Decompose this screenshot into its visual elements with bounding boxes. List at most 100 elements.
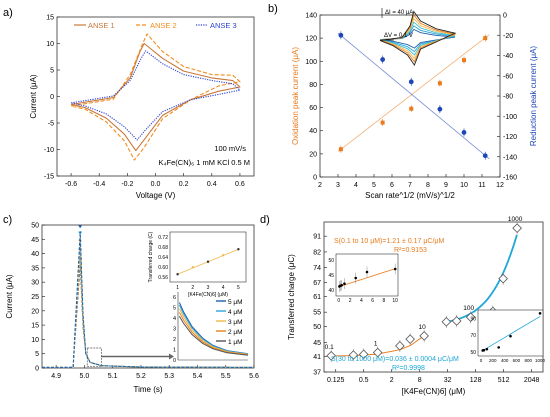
y-right-tick-label: -60 bbox=[503, 73, 513, 80]
x-tick-label: 128 bbox=[470, 377, 482, 384]
zoom-inset-tick-label: 2 bbox=[173, 337, 176, 343]
oxidation-point bbox=[483, 36, 488, 41]
x-tick-label: -0.6 bbox=[65, 181, 77, 188]
y-tick-label: 5 bbox=[50, 68, 54, 75]
y-tick-label: 67 bbox=[313, 280, 321, 287]
y-tick-label: -10 bbox=[44, 147, 54, 154]
legend-label: ANSE 2 bbox=[150, 21, 177, 30]
y-tick-label: 25 bbox=[31, 294, 39, 301]
fit-line-reduction bbox=[337, 32, 490, 160]
y-tick-label: 50 bbox=[313, 324, 321, 331]
y-tick-label: 10 bbox=[31, 337, 39, 344]
data-point bbox=[348, 350, 359, 360]
y-tick-label: 0 bbox=[50, 94, 54, 101]
y-right-tick-label: -140 bbox=[503, 154, 517, 161]
inset-low-x-tick: 4 bbox=[360, 298, 363, 304]
x-tick-label: 5.3 bbox=[164, 373, 174, 380]
x-tick-label: 5.1 bbox=[108, 373, 118, 380]
inset-y-tick-label: 0.64 bbox=[158, 255, 168, 261]
legend-label: 5 μM bbox=[228, 299, 243, 306]
zoom-arrow-head bbox=[169, 353, 174, 360]
inset-low-point bbox=[393, 267, 397, 271]
zoom-box bbox=[86, 347, 102, 367]
x-tick-label: 0.2 bbox=[179, 181, 189, 188]
y-left-tick-label: 100 bbox=[305, 59, 317, 66]
x-tick-label: 4 bbox=[354, 182, 358, 189]
inset-cv-curve bbox=[379, 28, 456, 49]
x-tick-label: 10 bbox=[460, 182, 468, 189]
zoom-curve bbox=[178, 304, 249, 355]
inset-low-point bbox=[340, 283, 343, 287]
inset-high-x-tick: 400 bbox=[501, 358, 509, 363]
x-axis-label: Time (s) bbox=[133, 385, 162, 394]
inset-x-tick-label: 3 bbox=[207, 285, 210, 291]
inset-low-x-tick: 6 bbox=[371, 298, 374, 304]
fit-high-label: S(30 to 1000 μM)=0.036 ± 0.0004 μC/μM bbox=[331, 356, 459, 363]
inset-high-x-tick: 0 bbox=[480, 358, 483, 363]
inset-y-tick-label: 0.72 bbox=[158, 235, 168, 241]
fit-low-label: S(0.1 to 10 μM)=1.21 ± 0.17 μC/μM bbox=[334, 238, 444, 245]
r2-low-label: R²=0.9153 bbox=[394, 247, 427, 254]
x-tick-label: 5.6 bbox=[249, 373, 259, 380]
x-tick-label: 8 bbox=[426, 182, 430, 189]
reduction-point bbox=[437, 106, 443, 112]
y-right-tick-label: -120 bbox=[503, 134, 517, 141]
inset-x-label: [K4Fe(CN)6] (μM) bbox=[188, 292, 228, 298]
y-left-tick-label: 80 bbox=[309, 82, 317, 89]
data-point bbox=[326, 350, 337, 361]
inset-point bbox=[222, 254, 225, 257]
inset-high-y-tick: 90 bbox=[470, 316, 476, 322]
x-tick-label: 2048 bbox=[524, 377, 540, 384]
reduction-point bbox=[461, 130, 467, 135]
inset-low-y-tick: 40 bbox=[328, 288, 334, 294]
oxidation-point bbox=[437, 81, 442, 86]
inset-y-tick-label: 0.56 bbox=[158, 275, 168, 281]
inset-x-tick-label: 4 bbox=[222, 285, 225, 291]
x-tick-label: 3 bbox=[336, 182, 340, 189]
y-tick-label: 45 bbox=[313, 340, 321, 347]
inset-high-y-tick: 50 bbox=[470, 350, 476, 356]
inset-high-point bbox=[482, 348, 486, 352]
zoom-inset-tick-label: 0 bbox=[173, 358, 176, 364]
x-tick-label: 0.125 bbox=[327, 377, 345, 384]
data-point bbox=[395, 341, 405, 351]
zoom-inset-tick-label: 3 bbox=[173, 327, 176, 333]
inset-x-tick-label: 2 bbox=[191, 285, 194, 291]
inset-point bbox=[191, 266, 194, 269]
y-tick-label: 0 bbox=[35, 366, 39, 373]
x-tick-label: 5.0 bbox=[80, 373, 90, 380]
annotation-scan-rate: 100 mV/s bbox=[214, 144, 246, 153]
y-left-tick-label: 20 bbox=[309, 151, 317, 158]
y-tick-label: 45 bbox=[31, 237, 39, 244]
inset-low-x-tick: 10 bbox=[392, 298, 398, 304]
y-axis-label: Current (μA) bbox=[5, 274, 14, 319]
inset-high-frame bbox=[477, 309, 544, 357]
inset-y-tick-label: 0.68 bbox=[158, 245, 168, 251]
data-point bbox=[498, 273, 508, 284]
fit-line-oxidation bbox=[337, 34, 490, 152]
x-axis-label: [K4Fe(CN)6] (μM) bbox=[402, 387, 466, 396]
y-tick-label: 20 bbox=[31, 308, 39, 315]
inset-high-y-tick: 70 bbox=[470, 333, 476, 339]
panel-label-b: b) bbox=[268, 3, 278, 15]
y-left-tick-label: 140 bbox=[305, 13, 317, 20]
inset-high-fit bbox=[482, 316, 541, 351]
inset-high-x-tick: 800 bbox=[524, 358, 532, 363]
y-tick-label: -5 bbox=[48, 121, 54, 128]
y-tick-label: 15 bbox=[46, 15, 54, 22]
panel-label-d: d) bbox=[260, 214, 270, 226]
x-tick-label: 0.4 bbox=[207, 181, 217, 188]
oxidation-point bbox=[462, 58, 466, 63]
inset-cv-curve bbox=[379, 17, 456, 60]
point-label: 10 bbox=[419, 324, 427, 331]
x-tick-label: 512 bbox=[498, 377, 510, 384]
y-left-tick-label: 60 bbox=[309, 105, 317, 112]
x-tick-label: 5.2 bbox=[136, 373, 146, 380]
x-tick-label: 5 bbox=[372, 182, 376, 189]
x-tick-label: 5.5 bbox=[221, 373, 231, 380]
data-point bbox=[372, 347, 383, 358]
inset-low-y-tick: 50 bbox=[328, 258, 334, 264]
inset-y-label: Transferred charge (C) bbox=[148, 231, 154, 282]
inset-high-point bbox=[485, 347, 489, 351]
